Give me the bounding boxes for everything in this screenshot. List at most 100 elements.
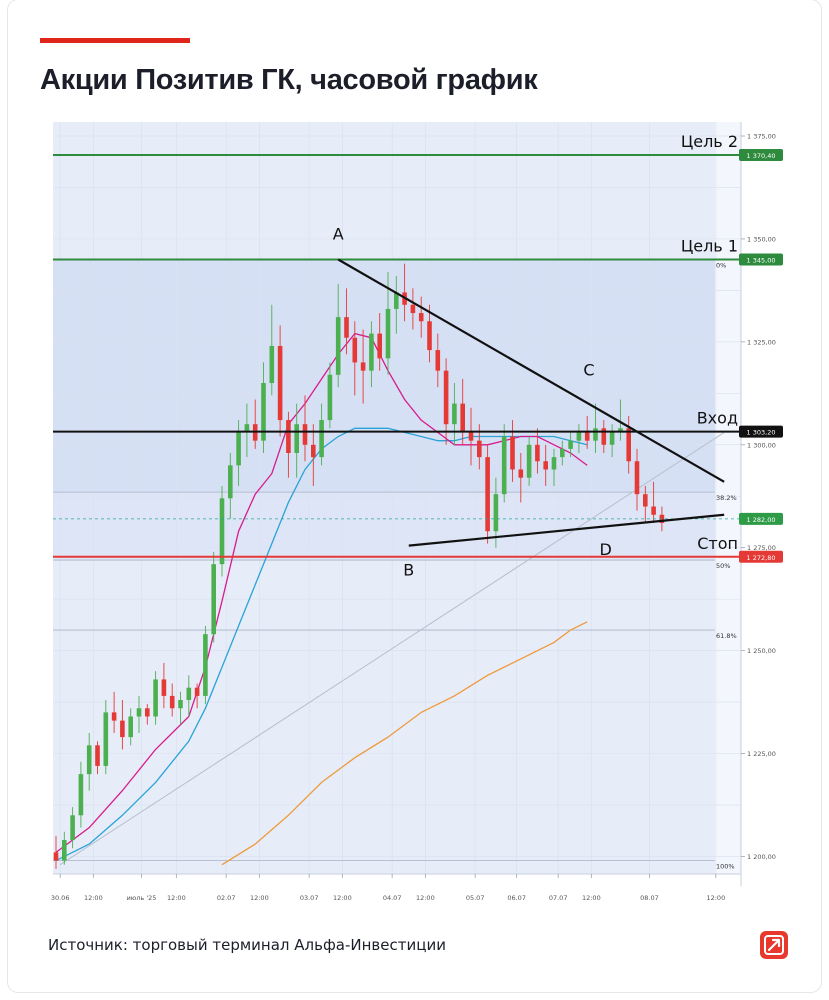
alfa-investments-logo[interactable]: [760, 931, 788, 959]
candle-body: [634, 461, 640, 495]
candle-body: [609, 432, 615, 445]
candle-body: [568, 440, 573, 449]
candle-body: [111, 712, 117, 721]
candle-body: [418, 313, 424, 322]
x-tick-label: 12:00: [167, 894, 186, 902]
candle-body: [593, 428, 598, 441]
upper-trendline: [337, 258, 725, 483]
x-tick-label: июль '25: [127, 894, 157, 902]
candle-body: [186, 687, 192, 701]
x-tick-label: 12:00: [416, 894, 435, 902]
x-tick-label: 05.07: [466, 894, 485, 902]
candle-body: [311, 444, 316, 458]
fib-zone-upper: [53, 259, 715, 493]
candle-body: [460, 403, 465, 433]
candle-body: [526, 444, 532, 478]
candle-body: [236, 432, 241, 466]
candle-body: [286, 420, 291, 454]
candle-body: [194, 687, 200, 696]
candle-body: [576, 432, 582, 441]
current-price-badge: [739, 512, 783, 525]
lower-trendline: [408, 513, 725, 547]
level-price-badge: [739, 253, 783, 266]
candle-body: [618, 428, 623, 433]
candle-body: [385, 308, 391, 359]
candle-body: [70, 815, 75, 841]
candle-body: [344, 317, 349, 338]
candle-body: [169, 695, 175, 709]
candle-body: [410, 304, 416, 314]
support-trendline: [59, 432, 725, 866]
candle-body: [584, 432, 590, 441]
candle-body: [643, 494, 648, 507]
fib-level-label: 0%: [716, 262, 726, 270]
x-tick-label: 12:00: [582, 894, 601, 902]
moving-average-slow: [221, 621, 588, 866]
candle-body: [145, 708, 150, 717]
candle-body: [153, 679, 158, 717]
candle-body: [510, 436, 515, 470]
x-tick-label: 07.07: [549, 894, 568, 902]
x-tick-label: 04.07: [383, 894, 402, 902]
level-label: Цель 2: [681, 132, 738, 151]
pattern-point-label: C: [583, 360, 594, 379]
x-tick-label: 12:00: [84, 894, 103, 902]
candle-body: [360, 362, 366, 371]
level-label: Цель 1: [681, 237, 738, 256]
candle-body: [53, 852, 59, 861]
candle-body: [485, 457, 490, 532]
level-price-badge-text: 1 272,80: [747, 554, 776, 562]
candle-body: [78, 774, 84, 816]
fib-level-label: 100%: [716, 863, 735, 871]
candle-body: [394, 292, 399, 309]
y-tick-label: 1 300,00: [747, 441, 776, 449]
candle-body: [626, 428, 631, 462]
candle-body: [427, 321, 432, 351]
candle-body: [543, 461, 548, 470]
y-tick-label: 1 350,00: [747, 235, 776, 243]
y-tick-label: 1 375,00: [747, 133, 776, 141]
moving-average-mid: [55, 427, 588, 862]
candle-body: [269, 345, 275, 384]
candle-body: [95, 745, 100, 766]
level-price-badge: [739, 425, 783, 438]
candle-body: [560, 448, 565, 458]
x-tick-label: 08.07: [640, 894, 659, 902]
level-price-badge-text: 1 345,00: [747, 257, 776, 265]
candle-body: [493, 494, 499, 532]
pattern-point-label: A: [333, 225, 344, 244]
candle-body: [327, 374, 333, 421]
candle-body: [319, 420, 324, 458]
candle-body: [203, 634, 208, 696]
candle-body: [352, 337, 358, 363]
x-tick-label: 06.07: [507, 894, 526, 902]
accent-bar: [40, 38, 190, 43]
candle-body: [62, 840, 67, 861]
x-tick-label: 30.06: [51, 894, 70, 902]
fib-level-label: 50%: [716, 562, 730, 570]
y-tick-label: 1 275,00: [747, 544, 776, 552]
candle-body: [601, 428, 607, 445]
x-tick-label: 02.07: [217, 894, 236, 902]
candle-body: [443, 370, 449, 425]
candle-body: [501, 436, 507, 495]
candle-body: [551, 457, 557, 470]
candle-body: [468, 432, 474, 441]
y-tick-label: 1 250,00: [747, 647, 776, 655]
candle-body: [302, 424, 308, 445]
candle-body: [161, 679, 167, 696]
y-tick-label: 1 325,00: [747, 338, 776, 346]
x-tick-label: 12:00: [706, 894, 725, 902]
current-price-badge-text: 1 282,00: [747, 516, 776, 524]
y-tick-label: 1 200,00: [747, 853, 776, 861]
fib-level-label: 61.8%: [716, 632, 737, 640]
candle-body: [244, 424, 250, 433]
candle-body: [335, 317, 341, 375]
level-label: Вход: [697, 409, 738, 428]
source-note: Источник: торговый терминал Альфа-Инвест…: [48, 936, 446, 954]
level-price-badge: [739, 550, 783, 563]
candle-body: [535, 444, 540, 462]
x-tick-label: 12:00: [333, 894, 352, 902]
candle-body: [452, 403, 457, 425]
x-tick-label: 03.07: [300, 894, 319, 902]
